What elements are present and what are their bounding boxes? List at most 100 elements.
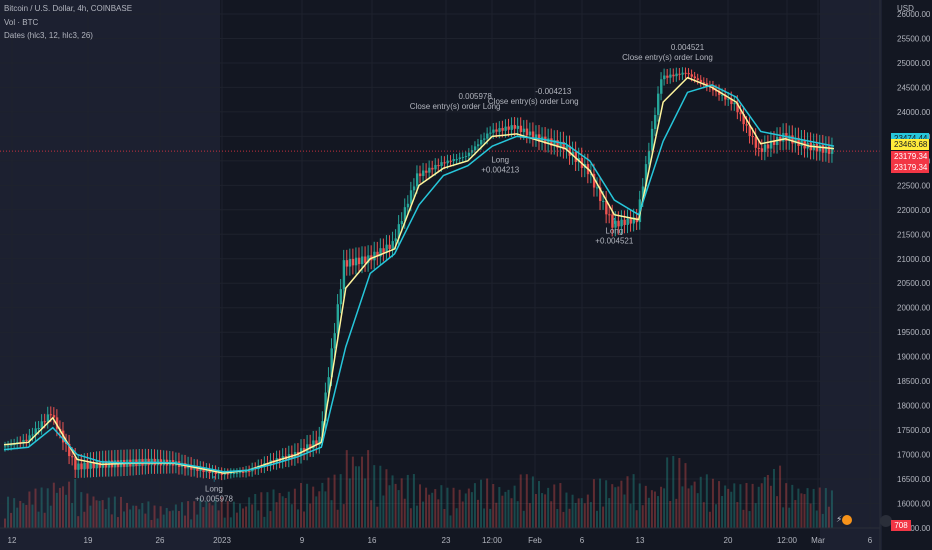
volume-bar <box>578 498 580 528</box>
candle-body <box>401 221 403 224</box>
volume-bar <box>230 517 232 528</box>
volume-bar <box>395 484 397 528</box>
candle-body <box>4 446 6 447</box>
candle-body <box>486 134 488 139</box>
volume-bar <box>419 484 421 528</box>
volume-bar <box>468 489 470 528</box>
time-tick-label: 16 <box>368 536 377 545</box>
volume-bar <box>150 520 152 528</box>
volume-bar <box>810 504 812 528</box>
volume-bar <box>507 490 509 528</box>
volume-bar <box>511 498 513 528</box>
volume-bar <box>324 491 326 528</box>
price-tick-label: 21500.00 <box>897 230 931 239</box>
volume-bar <box>776 496 778 528</box>
candle-body <box>86 463 88 469</box>
volume-bar <box>596 511 598 528</box>
volume-bar <box>4 519 6 528</box>
volume-bar <box>666 457 668 528</box>
volume-bar <box>736 502 738 528</box>
volume-bar <box>623 495 625 528</box>
bitcoin-badge-icon[interactable] <box>842 515 852 525</box>
volume-bar <box>520 474 522 528</box>
volume-bar <box>602 507 604 528</box>
volume-bar <box>157 518 159 528</box>
candle-body <box>495 129 497 131</box>
volume-bar <box>672 456 674 528</box>
volume-bar <box>123 511 125 528</box>
volume-bar <box>495 503 497 528</box>
dates-indicator-label: Dates (hlc3, 12, hlc3, 26) <box>4 31 93 40</box>
candle-body <box>395 238 397 241</box>
volume-bar <box>388 485 390 528</box>
volume-bar <box>498 487 500 528</box>
volume-bar <box>587 495 589 528</box>
volume-bar <box>407 475 409 528</box>
volume-bar <box>166 508 168 528</box>
volume-bar <box>749 511 751 528</box>
volume-bar <box>120 497 122 528</box>
volume-bar <box>196 515 198 528</box>
volume-bar <box>828 507 830 528</box>
volume-bar <box>154 506 156 528</box>
volume-bar <box>92 496 94 528</box>
volume-bar <box>593 479 595 528</box>
last-price-tag: 23179.34 <box>891 151 929 162</box>
volume-bar <box>688 488 690 528</box>
volume-bar <box>285 498 287 528</box>
volume-bar <box>13 498 15 528</box>
candle-body <box>25 440 27 441</box>
candle-body <box>746 124 748 125</box>
candle-body <box>654 115 656 129</box>
candle-body <box>767 144 769 148</box>
volume-bar <box>474 483 476 528</box>
candle-body <box>352 259 354 265</box>
candle-body <box>517 126 519 129</box>
candle-body <box>608 214 610 215</box>
volume-bar <box>681 486 683 528</box>
volume-bar <box>779 466 781 528</box>
volume-bar <box>553 484 555 528</box>
volume-bar <box>273 489 275 528</box>
volume-bar <box>703 502 705 528</box>
time-tick-label: 13 <box>636 536 645 545</box>
volume-bar <box>547 488 549 528</box>
price-tick-label: 20500.00 <box>897 279 931 288</box>
volume-bar <box>630 504 632 528</box>
volume-bar <box>242 508 244 528</box>
volume-bar <box>504 492 506 528</box>
volume-bar <box>620 481 622 528</box>
volume-bar <box>147 501 149 528</box>
volume-bar <box>791 485 793 528</box>
volume-bar <box>163 515 165 528</box>
volume-bar <box>318 491 320 528</box>
volume-bar <box>538 481 540 528</box>
candle-body <box>477 144 479 146</box>
volume-bar <box>599 479 601 528</box>
volume-bar <box>767 475 769 528</box>
volume-bar <box>739 484 741 528</box>
volume-bar <box>184 516 186 528</box>
time-tick-label: 9 <box>300 536 305 545</box>
volume-bar <box>291 504 293 528</box>
volume-bar <box>605 480 607 528</box>
volume-bar <box>172 511 174 528</box>
volume-bar <box>706 474 708 528</box>
volume-bar <box>819 488 821 528</box>
volume-bar <box>102 500 104 528</box>
volume-bar <box>71 503 73 528</box>
candle-body <box>437 165 439 166</box>
candle-body <box>758 148 760 149</box>
volume-bar <box>529 503 531 528</box>
trade-annotation: Close entry(s) order Long <box>410 102 501 111</box>
volume-bar <box>38 512 40 528</box>
volume-bar <box>260 492 262 528</box>
volume-bar <box>178 511 180 528</box>
volume-bar <box>636 510 638 528</box>
candle-body <box>727 99 729 100</box>
volume-bar <box>569 509 571 528</box>
time-tick-label: 23 <box>442 536 451 545</box>
candle-body <box>630 219 632 224</box>
volume-bar <box>44 513 46 528</box>
